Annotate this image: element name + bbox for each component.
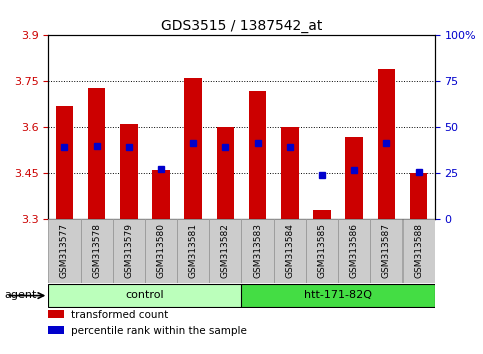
Bar [48, 310, 64, 319]
Text: percentile rank within the sample: percentile rank within the sample [71, 326, 247, 336]
Bar [274, 219, 306, 283]
Text: GSM313579: GSM313579 [124, 223, 133, 278]
Text: GSM313577: GSM313577 [60, 223, 69, 278]
Text: GSM313588: GSM313588 [414, 223, 423, 278]
Bar [378, 69, 395, 219]
Text: transformed count: transformed count [71, 310, 169, 320]
Text: GSM313587: GSM313587 [382, 223, 391, 278]
Bar [242, 285, 435, 307]
Text: GSM313581: GSM313581 [189, 223, 198, 278]
Bar [370, 219, 402, 283]
Bar [120, 124, 138, 219]
Bar [88, 87, 105, 219]
Text: htt-171-82Q: htt-171-82Q [304, 290, 372, 300]
Bar [113, 219, 145, 283]
Bar [81, 219, 113, 283]
Bar [306, 219, 338, 283]
Text: agent: agent [5, 290, 37, 300]
Text: GSM313578: GSM313578 [92, 223, 101, 278]
Text: GSM313580: GSM313580 [156, 223, 166, 278]
Bar [48, 285, 242, 307]
Text: GSM313586: GSM313586 [350, 223, 359, 278]
Bar [48, 326, 64, 334]
Bar [410, 173, 427, 219]
Bar [145, 219, 177, 283]
Bar [152, 170, 170, 219]
Bar [48, 219, 81, 283]
Text: GSM313583: GSM313583 [253, 223, 262, 278]
Bar [216, 127, 234, 219]
Bar [242, 219, 274, 283]
Bar [338, 219, 370, 283]
Text: GSM313582: GSM313582 [221, 223, 230, 278]
Bar [249, 91, 267, 219]
Bar [56, 106, 73, 219]
Bar [177, 219, 209, 283]
Text: GSM313585: GSM313585 [317, 223, 327, 278]
Text: control: control [126, 290, 164, 300]
Bar [209, 219, 242, 283]
Bar [345, 137, 363, 219]
Bar [185, 78, 202, 219]
Bar [281, 127, 298, 219]
Title: GDS3515 / 1387542_at: GDS3515 / 1387542_at [161, 19, 322, 33]
Bar [313, 210, 331, 219]
Bar [402, 219, 435, 283]
Text: GSM313584: GSM313584 [285, 223, 294, 278]
